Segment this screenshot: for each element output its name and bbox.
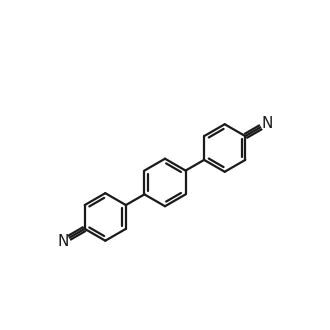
Text: N: N — [57, 234, 69, 249]
Text: N: N — [261, 116, 273, 131]
